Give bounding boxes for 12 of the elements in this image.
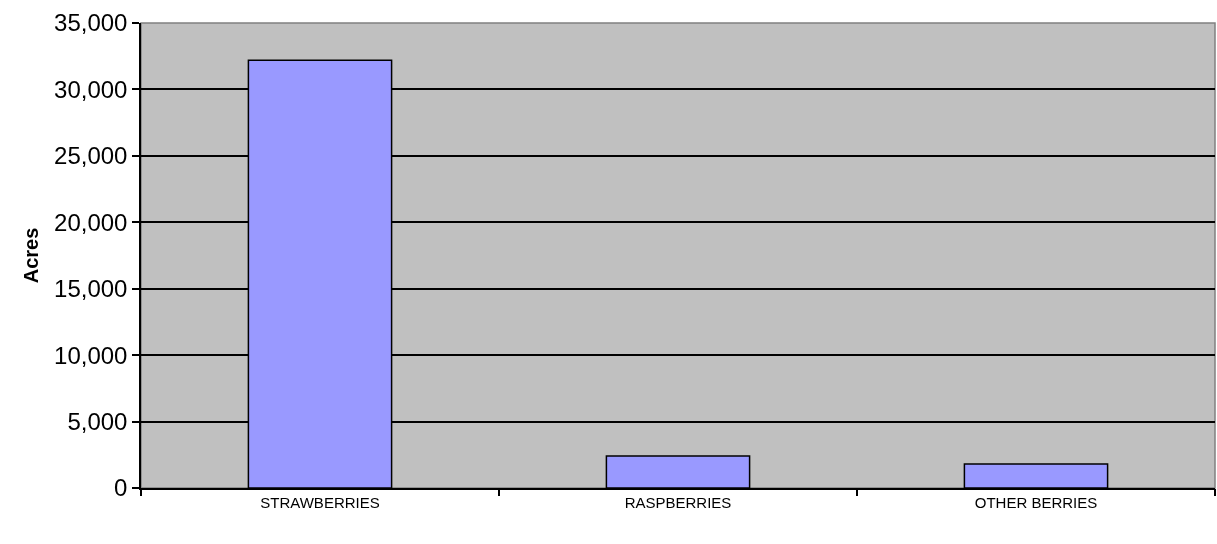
y-tick-label: 20,000: [54, 208, 128, 236]
y-tick-label: 5,000: [67, 407, 128, 435]
x-tick-label: STRAWBERRIES: [260, 493, 380, 511]
x-tick-label: OTHER BERRIES: [974, 493, 1098, 511]
y-tick-label: 25,000: [54, 142, 128, 170]
y-tick-label: 35,000: [54, 9, 128, 37]
y-tick-label: 15,000: [54, 275, 128, 303]
y-tick-label: 30,000: [54, 75, 128, 103]
y-axis-title: Acres: [20, 227, 43, 284]
x-tick-label: RASPBERRIES: [624, 493, 732, 511]
y-tick-label: 0: [114, 474, 128, 502]
y-tick-label: 10,000: [54, 341, 128, 369]
